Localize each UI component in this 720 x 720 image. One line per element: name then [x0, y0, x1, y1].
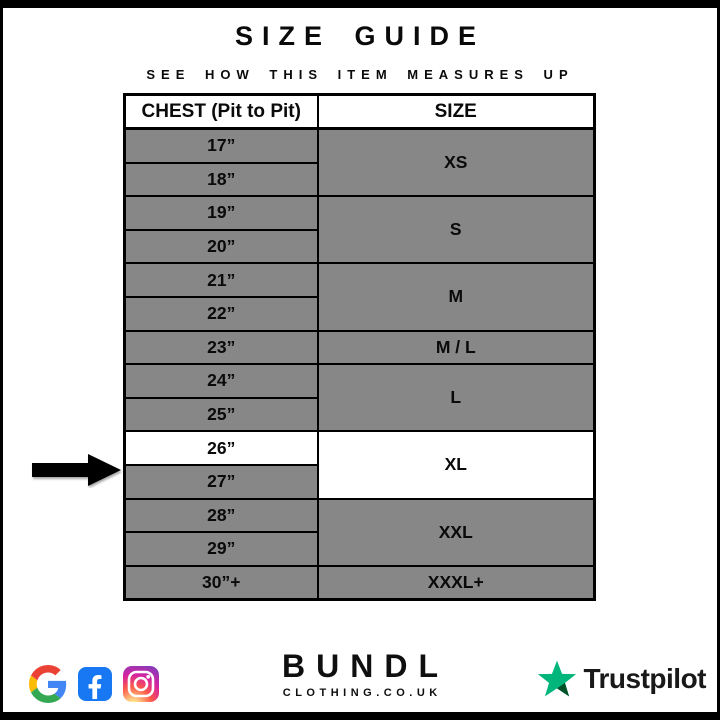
table-row: 23” M / L — [123, 329, 596, 366]
table-header-row: CHEST (Pit to Pit) SIZE — [123, 93, 596, 130]
chest-cell-29: 29” — [123, 531, 319, 567]
chest-cell-25: 25” — [123, 396, 319, 433]
trustpilot-logo[interactable]: Trustpilot — [536, 659, 706, 699]
chest-cell-26-highlighted: 26” — [123, 430, 319, 466]
table-row: 18” — [123, 161, 595, 198]
chest-cell-22: 22” — [123, 295, 319, 332]
chest-cell-24: 24” — [123, 363, 319, 399]
chest-cell-30: 30”+ — [123, 564, 319, 601]
chest-cell-21: 21” — [123, 262, 319, 298]
brand-domain: CLOTHING.CO.UK — [282, 687, 442, 699]
size-cell-xxl: XXL — [316, 497, 596, 567]
chest-cell-27: 27” — [123, 463, 319, 500]
column-header-size: SIZE — [316, 93, 596, 130]
size-cell-m: M — [316, 262, 596, 332]
size-cell-xxxl: XXXL+ — [316, 564, 596, 601]
chest-cell-28: 28” — [123, 497, 319, 534]
chest-cell-18: 18” — [123, 161, 319, 198]
table-row: 21” M — [123, 262, 596, 332]
social-icons — [29, 665, 159, 703]
brand-logo: BUNDL CLOTHING.CO.UK — [271, 648, 449, 699]
instagram-icon[interactable] — [123, 666, 159, 702]
arrow-indicator-icon — [32, 454, 121, 486]
chest-cell-23: 23” — [123, 329, 319, 366]
column-header-chest: CHEST (Pit to Pit) — [123, 93, 319, 130]
size-cell-s: S — [316, 195, 596, 265]
table-row: 20” — [123, 228, 595, 265]
table-row: 19” S — [123, 195, 596, 265]
table-row: 17” XS — [123, 127, 596, 198]
brand-name: BUNDL — [282, 648, 449, 684]
google-icon[interactable] — [29, 665, 67, 703]
size-cell-m-l: M / L — [316, 329, 596, 366]
chest-cell-20: 20” — [123, 228, 319, 265]
table-row: 29” — [123, 531, 595, 567]
table-row-highlighted: 26” XL — [123, 430, 596, 500]
table-row: 22” — [123, 295, 595, 332]
size-table: CHEST (Pit to Pit) SIZE 17” XS 18” 19” S… — [123, 93, 596, 602]
chest-cell-17: 17” — [123, 127, 319, 164]
table-row: 28” XXL — [123, 497, 596, 567]
size-cell-xs: XS — [316, 127, 596, 198]
table-row: 30”+ XXXL+ — [123, 564, 596, 601]
table-row: 25” — [123, 396, 595, 433]
table-row: 24” L — [123, 363, 596, 433]
page-subtitle: SEE HOW THIS ITEM MEASURES UP — [146, 67, 574, 82]
size-cell-xl-highlighted: XL — [316, 430, 596, 500]
page-title: SIZE GUIDE — [234, 21, 486, 51]
trustpilot-star-icon — [538, 660, 577, 697]
facebook-icon[interactable] — [78, 667, 112, 701]
chest-cell-19: 19” — [123, 195, 319, 231]
table-row: 27” — [123, 463, 595, 500]
trustpilot-label: Trustpilot — [583, 663, 706, 694]
size-cell-l: L — [316, 363, 596, 433]
